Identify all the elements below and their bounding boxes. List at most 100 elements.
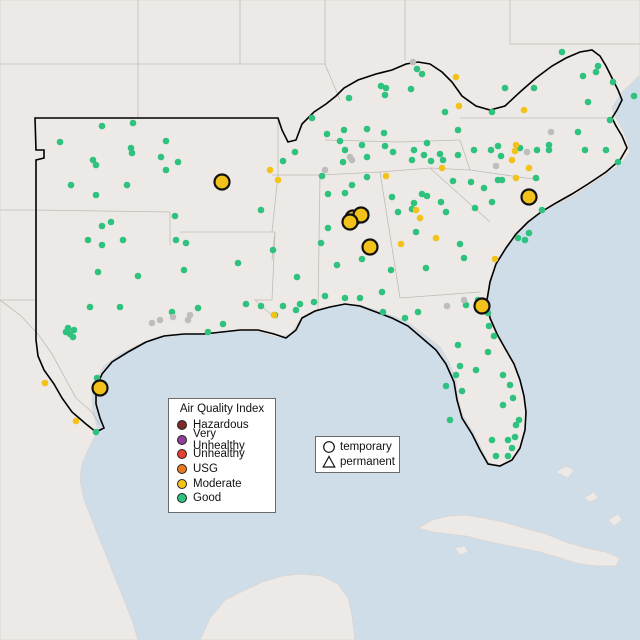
- monitor-point-good[interactable]: [498, 176, 506, 184]
- monitor-point-good[interactable]: [521, 236, 529, 244]
- monitor-point-good[interactable]: [308, 114, 316, 122]
- monitor-point-good[interactable]: [511, 433, 519, 441]
- monitor-point-moderate[interactable]: [72, 417, 80, 425]
- monitor-point-no-data[interactable]: [492, 162, 500, 170]
- monitor-point-good[interactable]: [467, 178, 475, 186]
- monitor-point-good[interactable]: [279, 157, 287, 165]
- monitor-point-good[interactable]: [257, 206, 265, 214]
- monitor-point-good[interactable]: [162, 137, 170, 145]
- monitor-point-good[interactable]: [363, 125, 371, 133]
- monitor-point-good[interactable]: [488, 436, 496, 444]
- monitor-point-moderate[interactable]: [491, 255, 499, 263]
- monitor-point-good[interactable]: [67, 181, 75, 189]
- monitor-point-good[interactable]: [92, 428, 100, 436]
- monitor-point-good[interactable]: [508, 444, 516, 452]
- monitor-point-good[interactable]: [127, 144, 135, 152]
- monitor-point-good[interactable]: [296, 300, 304, 308]
- monitor-point-good[interactable]: [515, 416, 523, 424]
- monitor-point-good[interactable]: [460, 254, 468, 262]
- monitor-point-good[interactable]: [70, 326, 78, 334]
- monitor-point-good[interactable]: [394, 208, 402, 216]
- monitor-point-good[interactable]: [194, 304, 202, 312]
- monitor-point-good[interactable]: [449, 177, 457, 185]
- monitor-point-moderate[interactable]: [452, 73, 460, 81]
- monitor-point-good[interactable]: [630, 92, 638, 100]
- monitor-point-good[interactable]: [594, 62, 602, 70]
- monitor-point-good[interactable]: [356, 294, 364, 302]
- monitor-point-good[interactable]: [242, 300, 250, 308]
- monitor-point-good[interactable]: [323, 130, 331, 138]
- monitor-point-moderate[interactable]: [455, 102, 463, 110]
- monitor-point-good[interactable]: [339, 158, 347, 166]
- monitor-point-good[interactable]: [324, 190, 332, 198]
- monitor-point-good[interactable]: [293, 273, 301, 281]
- monitor-point-good[interactable]: [579, 72, 587, 80]
- monitor-point-good[interactable]: [98, 241, 106, 249]
- monitor-point-good[interactable]: [592, 68, 600, 76]
- monitor-point-good[interactable]: [62, 328, 70, 336]
- monitor-point-good[interactable]: [401, 314, 409, 322]
- monitor-point-good[interactable]: [584, 98, 592, 106]
- monitor-point-good[interactable]: [157, 153, 165, 161]
- monitor-point-no-data[interactable]: [523, 148, 531, 156]
- monitor-point-good[interactable]: [420, 151, 428, 159]
- monitor-point-good[interactable]: [204, 328, 212, 336]
- monitor-point-good[interactable]: [410, 199, 418, 207]
- monitor-point-good[interactable]: [292, 306, 300, 314]
- monitor-point-good[interactable]: [427, 157, 435, 165]
- monitor-point-no-data[interactable]: [156, 316, 164, 324]
- monitor-point-no-data[interactable]: [169, 313, 177, 321]
- monitor-point-no-data[interactable]: [460, 296, 468, 304]
- monitor-point-good[interactable]: [363, 173, 371, 181]
- monitor-point-good[interactable]: [269, 246, 277, 254]
- monitor-point-no-data[interactable]: [148, 319, 156, 327]
- monitor-point-good[interactable]: [538, 206, 546, 214]
- monitor-point-moderate[interactable]: [438, 164, 446, 172]
- monitor-point-good[interactable]: [407, 85, 415, 93]
- monitor-point-good[interactable]: [219, 320, 227, 328]
- monitor-point-good[interactable]: [423, 139, 431, 147]
- monitor-point-good[interactable]: [107, 218, 115, 226]
- monitor-point-no-data[interactable]: [409, 58, 417, 66]
- monitor-point-good[interactable]: [348, 181, 356, 189]
- monitor-point-good[interactable]: [94, 268, 102, 276]
- monitor-point-moderate[interactable]: [512, 174, 520, 182]
- monitor-point-moderate[interactable]: [520, 106, 528, 114]
- monitor-point-good[interactable]: [387, 266, 395, 274]
- temporary-monitor-moderate[interactable]: [473, 297, 491, 315]
- monitor-point-good[interactable]: [458, 387, 466, 395]
- monitor-point-good[interactable]: [446, 416, 454, 424]
- monitor-point-good[interactable]: [345, 94, 353, 102]
- monitor-point-good[interactable]: [501, 84, 509, 92]
- monitor-point-good[interactable]: [454, 341, 462, 349]
- monitor-point-good[interactable]: [389, 148, 397, 156]
- monitor-point-good[interactable]: [168, 308, 176, 316]
- monitor-point-good[interactable]: [291, 148, 299, 156]
- monitor-point-good[interactable]: [341, 189, 349, 197]
- monitor-point-good[interactable]: [56, 138, 64, 146]
- monitor-point-good[interactable]: [490, 332, 498, 340]
- monitor-point-good[interactable]: [504, 452, 512, 460]
- monitor-point-good[interactable]: [321, 292, 329, 300]
- monitor-point-good[interactable]: [363, 153, 371, 161]
- monitor-point-good[interactable]: [92, 191, 100, 199]
- monitor-point-good[interactable]: [492, 452, 500, 460]
- monitor-point-moderate[interactable]: [274, 176, 282, 184]
- monitor-point-moderate[interactable]: [382, 172, 390, 180]
- monitor-point-no-data[interactable]: [321, 166, 329, 174]
- monitor-point-good[interactable]: [180, 266, 188, 274]
- monitor-point-good[interactable]: [174, 158, 182, 166]
- monitor-point-moderate[interactable]: [266, 166, 274, 174]
- monitor-point-good[interactable]: [494, 142, 502, 150]
- temporary-monitor-moderate[interactable]: [520, 188, 538, 206]
- monitor-point-good[interactable]: [512, 421, 520, 429]
- monitor-point-good[interactable]: [514, 234, 522, 242]
- monitor-point-good[interactable]: [380, 129, 388, 137]
- monitor-point-good[interactable]: [484, 348, 492, 356]
- monitor-point-good[interactable]: [410, 146, 418, 154]
- monitor-point-good[interactable]: [318, 172, 326, 180]
- monitor-point-no-data[interactable]: [547, 128, 555, 136]
- monitor-point-good[interactable]: [471, 204, 479, 212]
- monitor-point-good[interactable]: [414, 308, 422, 316]
- monitor-point-good[interactable]: [504, 436, 512, 444]
